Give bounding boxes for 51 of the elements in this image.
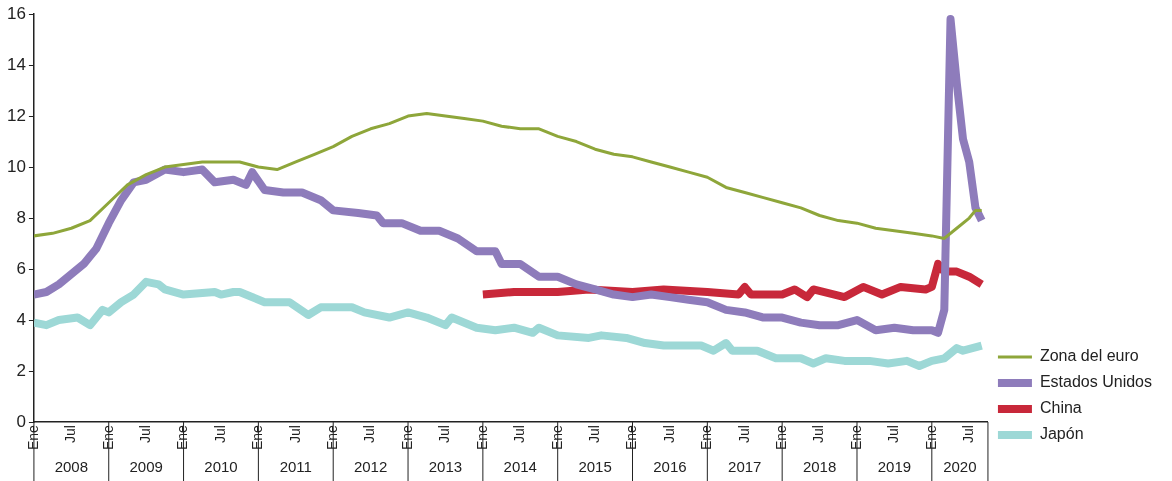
- text: 2019: [877, 458, 912, 476]
- text: 2015: [578, 458, 612, 476]
- x-tick-label: Ene: [398, 424, 415, 451]
- text: 2016: [653, 458, 687, 476]
- x-tick-label: Jul: [436, 425, 453, 443]
- x-tick-label: Ene: [324, 424, 341, 451]
- x-tick-label: Ene: [99, 424, 116, 451]
- text: 2011: [279, 458, 312, 476]
- y-tick-label: 8: [16, 207, 26, 227]
- text: 2020: [943, 458, 977, 476]
- text: 2010: [204, 458, 238, 476]
- y-tick-label: 12: [6, 105, 26, 125]
- x-tick-label: Jul: [286, 425, 303, 443]
- x-tick-label: Ene: [922, 424, 939, 451]
- x-tick-label: Ene: [548, 424, 565, 451]
- x-tick-label: Ene: [174, 424, 191, 451]
- x-tick-label: Ene: [24, 424, 41, 451]
- y-tick-label: 6: [16, 258, 26, 278]
- x-tick-label: Jul: [361, 425, 378, 443]
- text: 2012: [353, 458, 388, 476]
- y-tick-label: 14: [6, 54, 26, 74]
- x-tick-label: Ene: [473, 424, 490, 451]
- legend-label: Zona del euro: [1039, 347, 1139, 365]
- legend-label: Japón: [1039, 425, 1084, 443]
- x-tick-label: Jul: [137, 425, 154, 443]
- y-tick-label: 10: [6, 156, 26, 176]
- x-tick-label: Ene: [773, 424, 790, 451]
- x-tick-label: Jul: [810, 425, 827, 443]
- x-tick-label: Ene: [847, 424, 864, 451]
- x-tick-label: Jul: [211, 425, 228, 443]
- x-tick-label: Jul: [511, 425, 528, 443]
- y-tick-label: 4: [16, 309, 26, 329]
- text: 2018: [802, 458, 837, 476]
- text: 2014: [503, 458, 537, 476]
- text: 2017: [728, 458, 762, 476]
- y-tick-label: 2: [16, 360, 26, 380]
- x-tick-label: Jul: [660, 425, 677, 443]
- y-tick-label: 16: [6, 3, 26, 23]
- x-tick-label: Jul: [585, 425, 602, 443]
- x-tick-label: Jul: [960, 425, 977, 443]
- legend-label: Estados Unidos: [1039, 373, 1152, 391]
- text: 2008: [54, 458, 89, 476]
- y-tick-label: 0: [16, 411, 26, 431]
- text: 2013: [428, 458, 463, 476]
- x-tick-label: Jul: [62, 425, 79, 443]
- x-tick-label: Jul: [885, 425, 902, 443]
- legend-label: China: [1039, 399, 1082, 417]
- x-tick-label: Ene: [698, 424, 715, 451]
- x-tick-label: Jul: [735, 425, 752, 443]
- x-tick-label: Ene: [249, 424, 266, 451]
- text: 2009: [129, 458, 163, 476]
